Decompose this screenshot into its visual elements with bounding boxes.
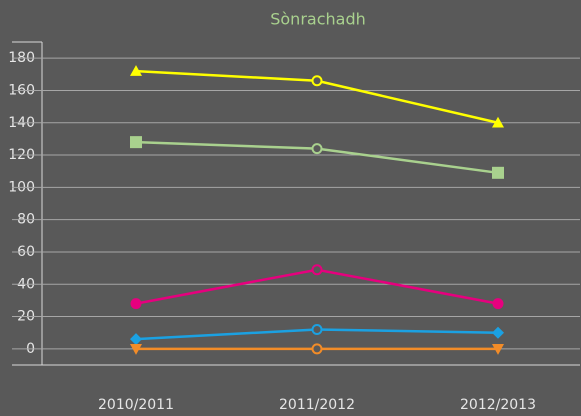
- marker: [492, 116, 504, 128]
- marker: [130, 344, 142, 355]
- marker: [311, 264, 323, 276]
- marker: [492, 166, 504, 179]
- marker: [311, 75, 323, 87]
- marker: [130, 65, 142, 76]
- marker: [130, 298, 142, 310]
- marker: [492, 344, 504, 355]
- chart-title: Sònrachadh: [270, 10, 366, 29]
- marker: [492, 326, 504, 339]
- x-tick-label: 2012/2013: [460, 397, 536, 413]
- marker: [492, 298, 504, 310]
- marker: [130, 333, 142, 346]
- marker: [130, 136, 142, 149]
- marker: [311, 323, 323, 335]
- marker: [311, 143, 323, 155]
- marker: [311, 343, 323, 355]
- x-tick-label: 2010/2011: [98, 397, 174, 413]
- x-tick-label: 2011/2012: [279, 397, 355, 413]
